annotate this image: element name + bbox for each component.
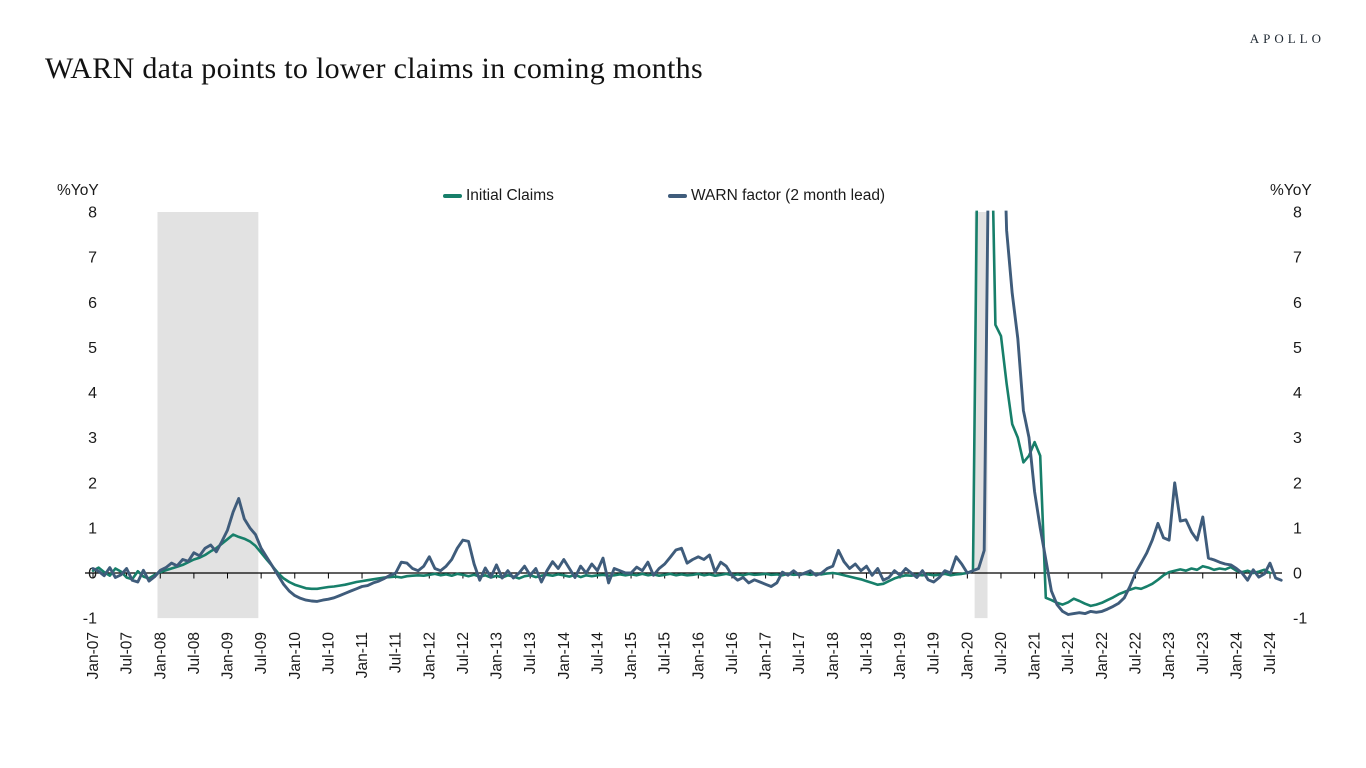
x-axis-tick-label: Jan-12 [421, 632, 438, 679]
x-axis-tick-label: Jul-23 [1195, 632, 1212, 674]
series-line-warn-factor [91, 210, 1283, 616]
y-axis-tick-label-right: 0 [1293, 566, 1302, 583]
x-axis-tick-label: Jul-20 [993, 632, 1010, 675]
y-axis-unit-left: %YoY [57, 182, 99, 199]
x-axis-tick-label: Jul-08 [186, 632, 203, 674]
y-axis-tick-label-left: 6 [88, 295, 97, 312]
chart-legend: Initial Claims WARN factor (2 month lead… [0, 186, 1366, 208]
x-axis-tick-label: Jul-12 [455, 632, 472, 674]
x-axis-tick-label: Jan-21 [1027, 632, 1044, 679]
x-axis-tick-label: Jul-24 [1262, 632, 1279, 675]
x-axis-tick-label: Jul-10 [320, 632, 337, 675]
y-axis-tick-label-left: -1 [83, 611, 97, 628]
x-axis-tick-label: Jan-09 [220, 632, 237, 679]
y-axis-tick-label-right: 6 [1293, 295, 1302, 312]
initial-claims-line-swatch [443, 194, 462, 198]
y-axis-tick-label-left: 8 [88, 205, 97, 222]
x-axis-tick-label: Jan-22 [1094, 632, 1111, 679]
legend-item-warn-factor: WARN factor (2 month lead) [668, 186, 885, 206]
x-axis-tick-label: Jan-18 [825, 632, 842, 679]
x-axis-tick-label: Jan-20 [959, 632, 976, 680]
y-axis-tick-label-left: 5 [88, 340, 97, 357]
x-axis-tick-label: Jan-14 [556, 632, 573, 680]
x-axis-tick-label: Jan-11 [354, 632, 371, 678]
y-axis-tick-label-left: 4 [88, 385, 97, 402]
recession-band [157, 212, 259, 619]
x-axis-tick-label: Jul-09 [253, 632, 270, 674]
apollo-logo: APOLLO [1249, 31, 1325, 46]
x-axis-tick-label: Jan-08 [152, 632, 169, 679]
x-axis-tick-label: Jan-10 [287, 632, 304, 680]
page-title: WARN data points to lower claims in comi… [45, 52, 703, 85]
y-axis-tick-label-left: 3 [88, 430, 97, 447]
y-axis-tick-label-right: 3 [1293, 430, 1302, 447]
x-axis-tick-label: Jul-19 [926, 632, 943, 674]
x-axis-tick-label: Jul-22 [1127, 632, 1144, 674]
x-axis-tick-label: Jan-15 [623, 632, 640, 679]
x-axis-tick-label: Jul-21 [1060, 632, 1077, 674]
x-axis-tick-label: Jul-16 [724, 632, 741, 674]
x-axis-tick-label: Jan-13 [489, 632, 506, 679]
y-axis-tick-label-left: 1 [88, 520, 97, 537]
x-axis-tick-label: Jan-16 [690, 632, 707, 679]
x-axis-tick-label: Jan-24 [1228, 632, 1245, 680]
x-axis-tick-label: Jan-17 [758, 632, 775, 679]
y-axis-tick-label-left: 2 [88, 475, 97, 492]
y-axis-tick-label-left: 7 [88, 250, 97, 267]
x-axis-tick-label: Jul-14 [589, 632, 606, 675]
y-axis-tick-label-left: 0 [88, 566, 97, 583]
y-axis-tick-label-right: 8 [1293, 205, 1302, 222]
y-axis-tick-label-right: 1 [1293, 520, 1302, 537]
y-axis-tick-label-right: 7 [1293, 250, 1302, 267]
x-axis-tick-label: Jul-13 [522, 632, 539, 674]
y-axis-unit-right: %YoY [1270, 182, 1312, 199]
legend-item-initial-claims: Initial Claims [443, 186, 554, 206]
legend-label-warn-factor: WARN factor (2 month lead) [691, 187, 886, 204]
x-axis-tick-label: Jul-17 [791, 632, 808, 674]
x-axis-tick-label: Jan-23 [1161, 632, 1178, 679]
series-line-initial-claims [91, 210, 1272, 608]
y-axis-tick-label-right: -1 [1293, 611, 1307, 628]
y-axis-tick-label-right: 2 [1293, 475, 1302, 492]
x-axis-tick-label: Jul-15 [657, 632, 674, 674]
x-axis-tick-label: Jan-07 [85, 632, 102, 679]
legend-label-initial-claims: Initial Claims [466, 187, 554, 204]
warn-factor-line-swatch [668, 194, 687, 198]
x-axis-tick-label: Jul-07 [119, 632, 136, 674]
y-axis-tick-label-right: 5 [1293, 340, 1302, 357]
x-axis-tick-label: Jan-19 [892, 632, 909, 679]
x-axis-tick-label: Jul-11 [388, 632, 405, 673]
x-axis-tick-label: Jul-18 [858, 632, 875, 674]
y-axis-tick-label-right: 4 [1293, 385, 1302, 402]
